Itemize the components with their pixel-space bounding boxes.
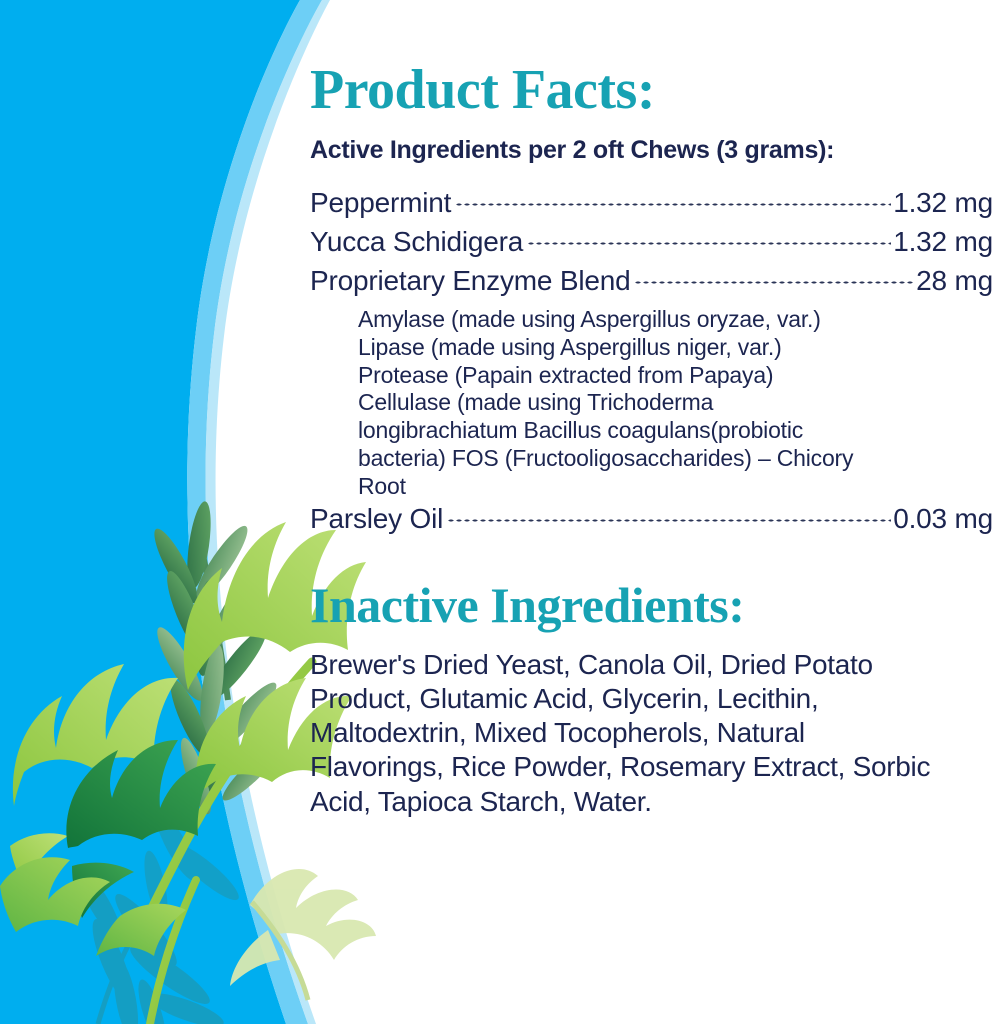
ingredient-value: 28 mg [916, 265, 993, 296]
rosemary-sprig-main [154, 501, 282, 815]
enzyme-blend-detail: Amylase (made using Aspergillus oryzae, … [358, 306, 854, 499]
parsley-leaf-bottom-left [0, 857, 110, 932]
rosemary-silhouette-2 [144, 809, 239, 922]
active-ingredients-subtitle: Active Ingredients per 2 oft Chews (3 gr… [310, 136, 835, 164]
inactive-ingredients-body: Brewer's Dried Yeast, Canola Oil, Dried … [310, 649, 931, 817]
ingredient-name: Yucca Schidigera [310, 226, 524, 257]
ingredient-name: Peppermint [310, 187, 452, 218]
ingredient-value: 0.03 mg [893, 503, 993, 534]
dot-leader [455, 184, 892, 212]
ingredient-row-proprietary-enzyme-blend: Proprietary Enzyme Blend 28 mg [310, 262, 993, 297]
page-title: Product Facts: [310, 59, 656, 121]
parsley-oil-row-wrapper: Parsley Oil 0.03 mg [310, 500, 993, 539]
parsley-pale-stem [250, 900, 311, 1001]
blue-arc-stripe [187, 0, 322, 1024]
active-ingredients-list: Peppermint 1.32 mg Yucca Schidigera 1.32… [310, 184, 993, 301]
dot-leader [527, 223, 892, 251]
parsley-leaf-left [10, 664, 179, 888]
content-column: Product Facts: Active Ingredients per 2 … [310, 0, 995, 1024]
parsley-main-stem [141, 657, 317, 925]
ingredient-row-peppermint: Peppermint 1.32 mg [310, 184, 993, 219]
dot-leader [634, 262, 914, 290]
ingredient-value: 1.32 mg [893, 187, 993, 218]
dot-leader [447, 500, 892, 528]
ingredient-name: Proprietary Enzyme Blend [310, 265, 631, 296]
ingredient-row-yucca-schidigera: Yucca Schidigera 1.32 mg [310, 223, 993, 258]
blue-panel [0, 0, 300, 1024]
parsley-leaf-dark [66, 740, 216, 918]
rosemary-silhouette [79, 871, 224, 1024]
inactive-ingredients-title: Inactive Ingredients: [310, 577, 745, 633]
ingredient-row-parsley-oil: Parsley Oil 0.03 mg [310, 500, 993, 535]
parsley-leaf-bottom-center [96, 903, 186, 956]
ingredient-value: 1.32 mg [893, 226, 993, 257]
parsley-lower-stem [146, 876, 200, 1024]
ingredient-name: Parsley Oil [310, 503, 444, 534]
